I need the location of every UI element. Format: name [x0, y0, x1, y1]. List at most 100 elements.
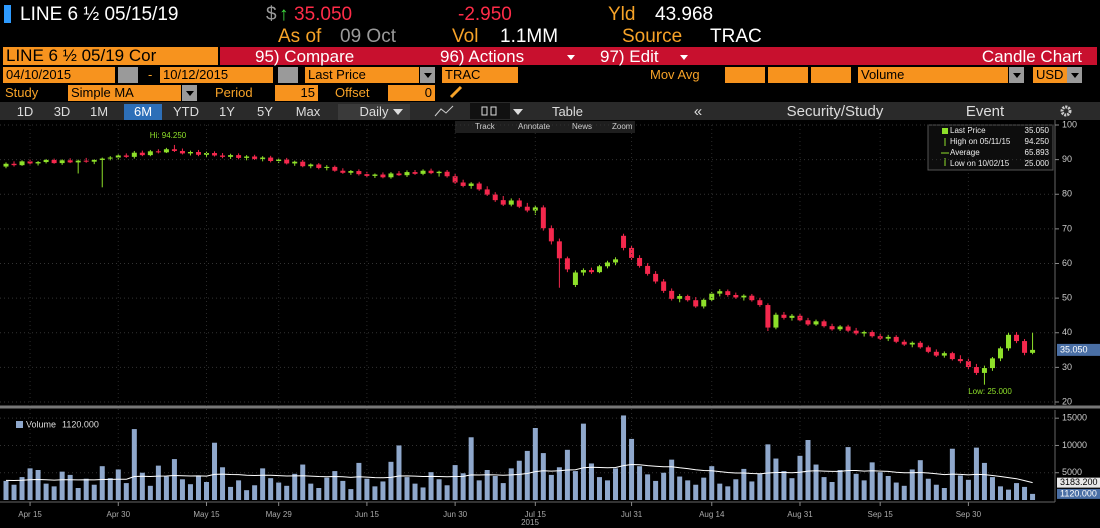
- volume-bar: [412, 483, 418, 500]
- menu-item[interactable]: 95) Compare: [255, 47, 355, 66]
- y-tick-label: 10000: [1062, 440, 1087, 450]
- x-tick-label: Apr 15: [18, 510, 42, 519]
- event-button[interactable]: Event: [960, 104, 1010, 120]
- candle-body: [1030, 349, 1036, 353]
- dropdown[interactable]: [182, 85, 197, 101]
- ticker: LINE 6 ½ 05/15/19: [20, 4, 179, 25]
- menu-item[interactable]: 96) Actions: [440, 47, 525, 66]
- chart-type-caret[interactable]: [513, 109, 523, 115]
- range-button[interactable]: 1D: [16, 104, 34, 119]
- range-button[interactable]: 1M: [89, 104, 109, 119]
- volume-bar: [605, 480, 610, 500]
- volume-bar: [163, 476, 169, 500]
- candle-body: [468, 183, 474, 186]
- range-button[interactable]: YTD: [173, 104, 199, 119]
- edit-icon[interactable]: [448, 84, 464, 100]
- legend-label: High on 05/11/15: [950, 137, 1011, 146]
- volume-bar: [380, 481, 386, 500]
- frequency[interactable]: Daily: [338, 104, 410, 120]
- x-tick-label: Sep 15: [868, 510, 894, 519]
- candle-body: [917, 342, 923, 348]
- legend-box: [927, 124, 1054, 171]
- mov-avg-field[interactable]: [725, 67, 765, 83]
- candle-body: [99, 158, 105, 160]
- candle-body: [276, 159, 282, 162]
- end-date[interactable]: 10/12/2015: [160, 67, 273, 83]
- volume-bar: [564, 449, 570, 500]
- period-field[interactable]: 15: [275, 85, 318, 101]
- x-tick-label: Jun 15: [355, 510, 380, 519]
- volume-bar: [59, 471, 65, 500]
- candle-body: [757, 300, 763, 306]
- mov-avg-field[interactable]: [768, 67, 808, 83]
- candle-body: [228, 155, 234, 157]
- study-select[interactable]: Simple MA: [68, 85, 181, 101]
- volume-bar: [220, 467, 226, 500]
- range-button[interactable]: Max: [295, 104, 321, 119]
- lower-study[interactable]: Volume: [858, 67, 1008, 83]
- candle-body: [773, 314, 779, 328]
- candle-body: [508, 200, 514, 205]
- security-field[interactable]: LINE 6 ½ 05/19 Cor: [3, 47, 218, 65]
- volume-bar: [139, 472, 145, 500]
- calendar-button[interactable]: [118, 67, 138, 83]
- calendar-button[interactable]: [278, 67, 298, 83]
- mov-avg-label: Mov Avg: [650, 67, 700, 82]
- pricing-source[interactable]: TRAC: [442, 67, 518, 83]
- offset-field[interactable]: 0: [388, 85, 435, 101]
- y-tick-label: 20: [1062, 396, 1072, 406]
- security-study-button[interactable]: Security/Study: [775, 104, 895, 120]
- low-annotation: Low: 25.000: [968, 387, 1012, 396]
- candle-body: [885, 336, 891, 339]
- volume-bar: [51, 486, 57, 500]
- chart-tool[interactable]: Annotate: [518, 122, 551, 131]
- candle-body: [741, 295, 747, 298]
- volume-bar: [821, 477, 827, 500]
- volume-bar: [83, 478, 89, 500]
- dropdown[interactable]: [420, 67, 435, 83]
- back-button[interactable]: «: [688, 104, 708, 120]
- candle-body: [845, 326, 851, 331]
- range-button[interactable]: 6M: [124, 104, 162, 120]
- chart-toolbar: [455, 121, 635, 133]
- candle-body: [268, 157, 274, 162]
- candle-body: [701, 299, 707, 307]
- volume-bar: [11, 484, 17, 500]
- line-chart-button[interactable]: [432, 103, 456, 119]
- candle-body: [404, 172, 410, 176]
- volume-bar: [204, 482, 209, 500]
- volume-bar: [596, 477, 602, 500]
- table-button[interactable]: Table: [545, 104, 590, 120]
- candle-body: [596, 266, 602, 273]
- volume-bar: [556, 467, 562, 500]
- chart-tool[interactable]: Zoom: [612, 122, 633, 131]
- range-button[interactable]: 5Y: [257, 104, 273, 119]
- volume-bar: [284, 485, 290, 500]
- security-study-label: Security/Study: [786, 103, 884, 120]
- volume-bar: [35, 470, 41, 500]
- candle-chart-button[interactable]: [470, 103, 510, 119]
- dropdown[interactable]: [1009, 67, 1024, 83]
- chart-tool[interactable]: News: [572, 122, 593, 131]
- field-select[interactable]: Last Price: [305, 67, 419, 83]
- volume-bar: [500, 483, 506, 500]
- chart-tool[interactable]: Track: [475, 122, 495, 131]
- range-button[interactable]: 1Y: [219, 104, 235, 119]
- currency[interactable]: USD: [1033, 67, 1067, 83]
- candle-body: [412, 172, 418, 174]
- candle-body: [869, 332, 875, 337]
- settings-button[interactable]: [1058, 103, 1074, 119]
- dropdown[interactable]: [1067, 67, 1082, 83]
- volume-bar: [645, 474, 651, 500]
- candle-body: [645, 265, 651, 274]
- range-button[interactable]: 3D: [53, 104, 71, 119]
- volume-bar: [917, 460, 923, 500]
- volume-bar: [532, 428, 538, 500]
- x-tick-label: Jun 30: [443, 510, 468, 519]
- start-date[interactable]: 04/10/2015: [3, 67, 115, 83]
- mov-avg-field[interactable]: [811, 67, 851, 83]
- candle-body: [436, 171, 442, 174]
- high-annotation: Hi: 94.250: [150, 131, 187, 140]
- menu-item[interactable]: 97) Edit: [600, 47, 659, 66]
